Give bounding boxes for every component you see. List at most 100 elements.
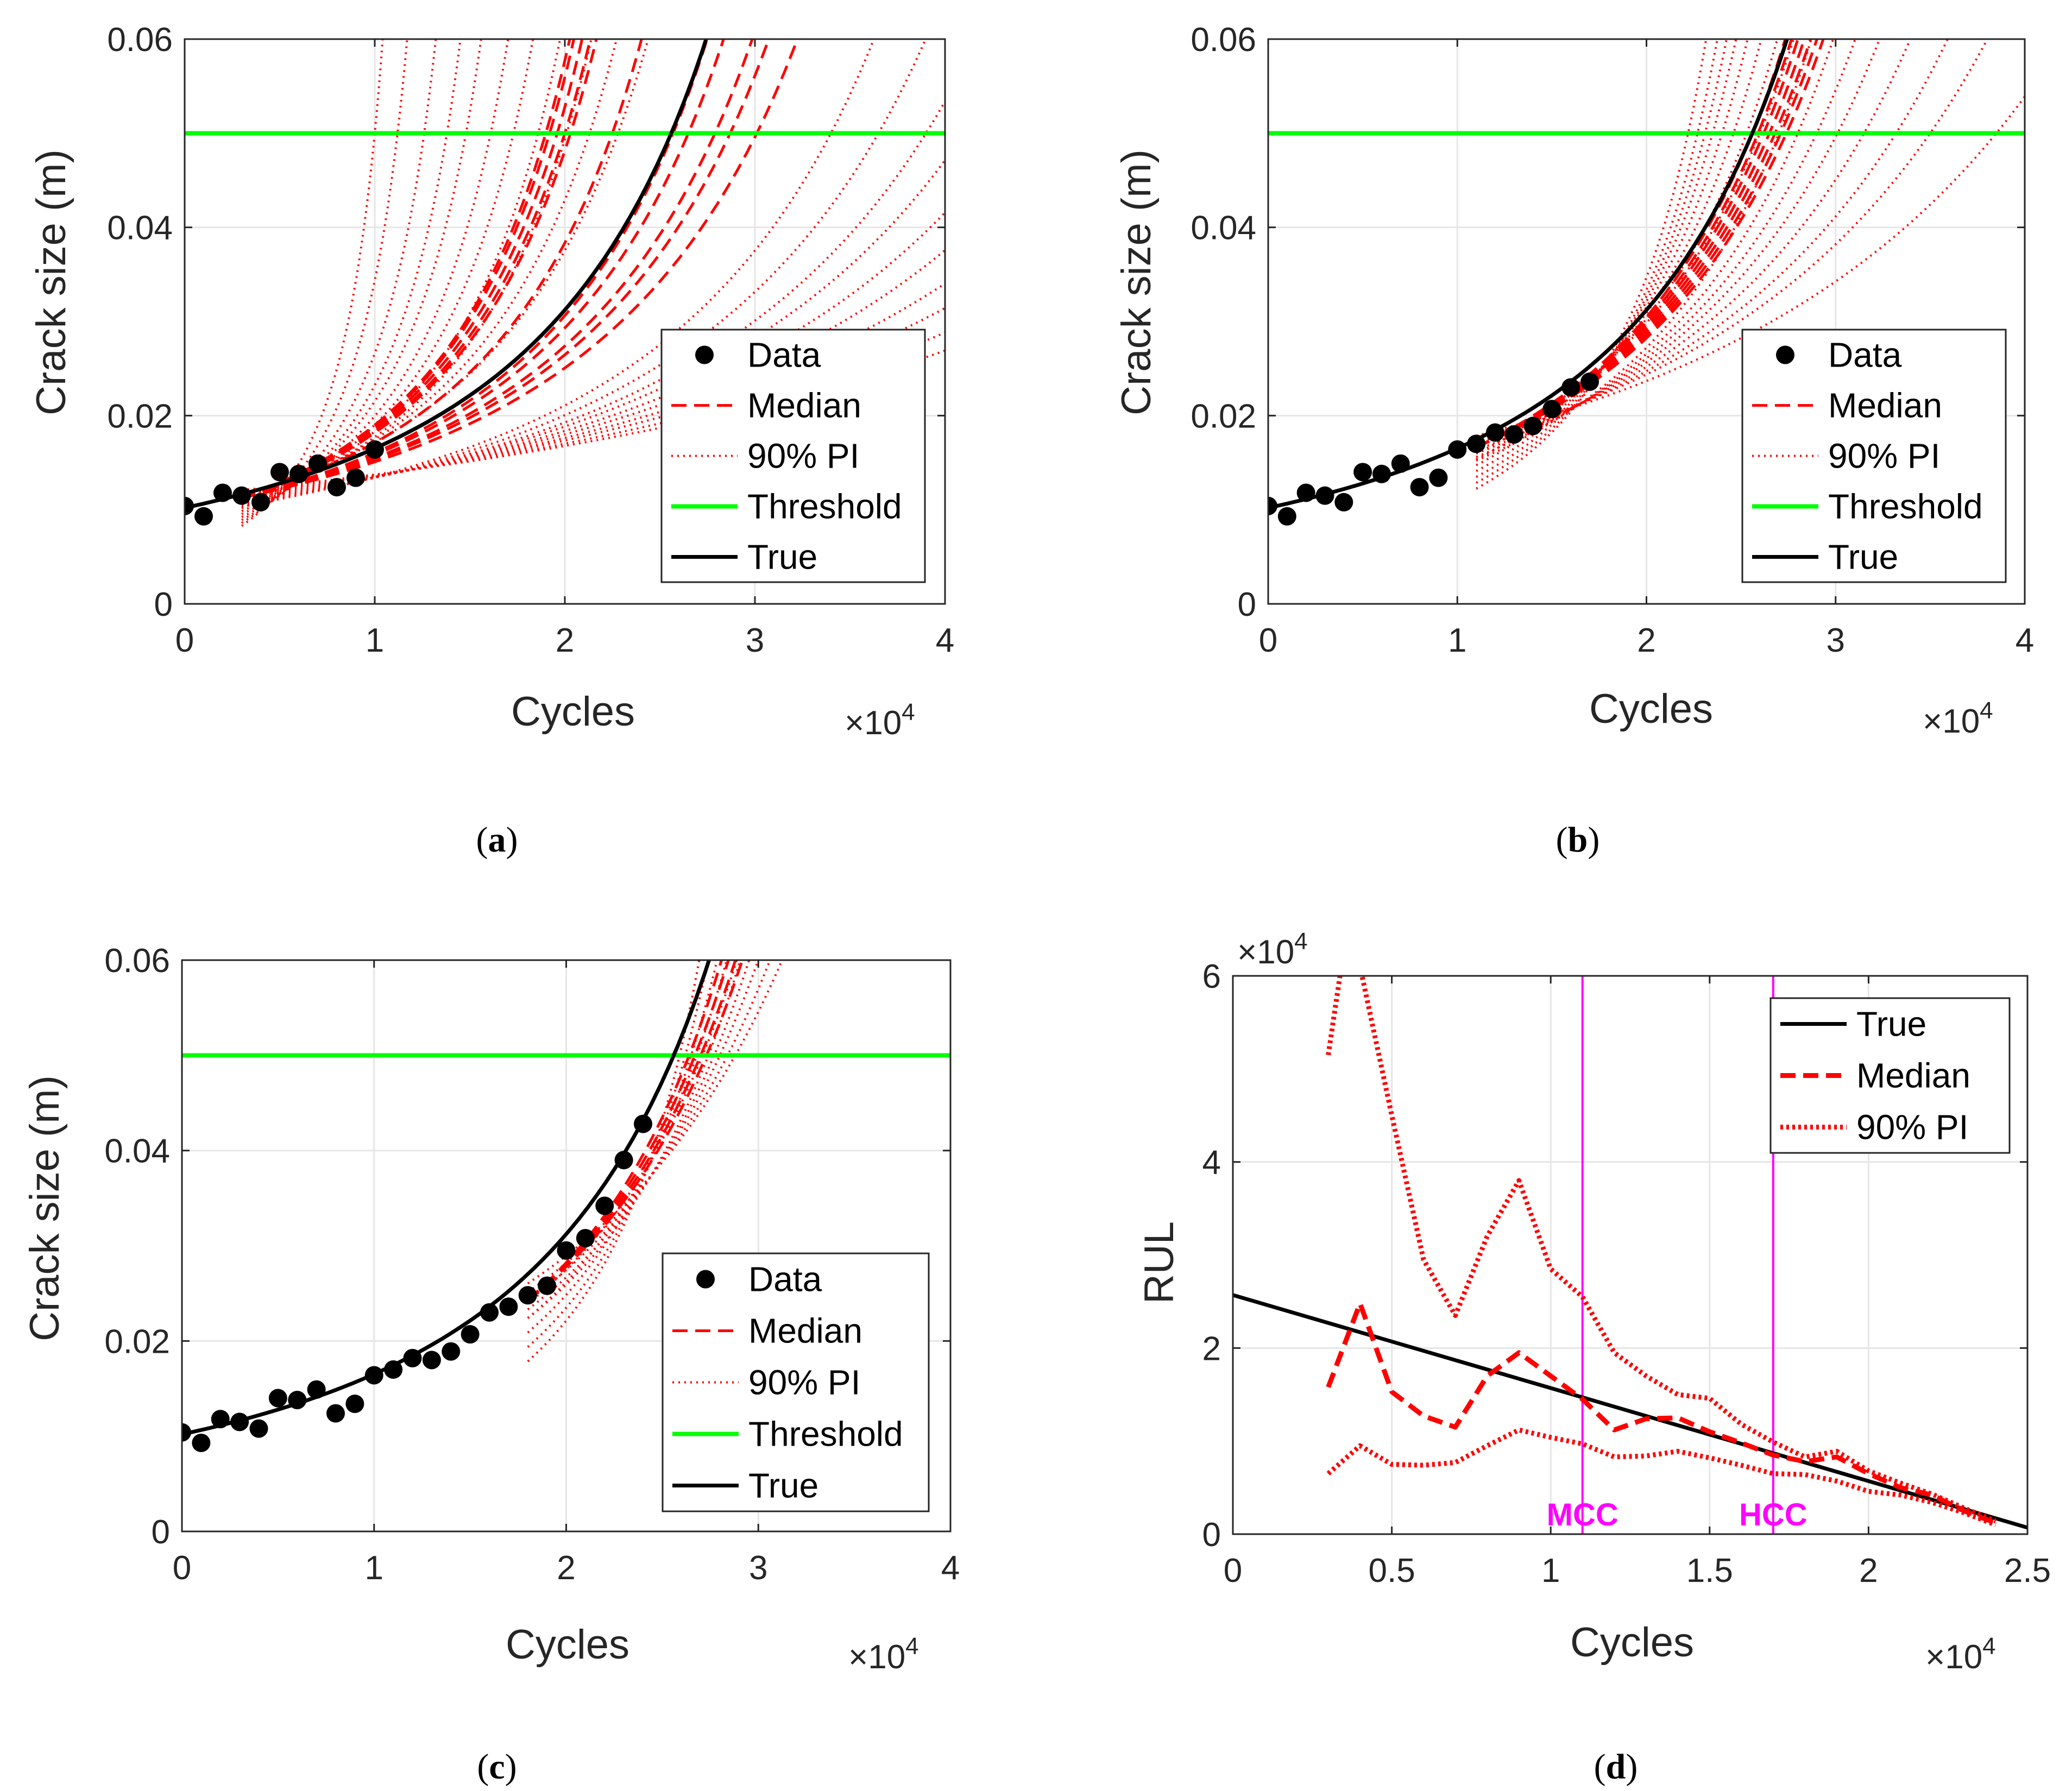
legend-label-90-pi: 90% PI — [1828, 437, 1940, 476]
panel-a-ticks: 0 1 2 3 4 0 0.02 0.04 0.06 — [107, 21, 954, 659]
data-point-19 — [538, 1276, 557, 1295]
panel-d-ticks: 0 0.5 1 1.5 2 2.5 0 2 4 6 — [1202, 958, 2051, 1590]
legend-label-true: True — [747, 538, 817, 577]
panel-d: 0 0.5 1 1.5 2 2.5 0 2 4 6 Cycles RUL ×104 ×104 Tr… — [1136, 928, 2051, 1787]
data-point-3 — [232, 486, 251, 505]
median-curve-6 — [241, 39, 709, 500]
legend-key-data — [1776, 345, 1794, 364]
pi-curve-3 — [527, 960, 728, 1319]
legend-label-median: Median — [748, 1311, 862, 1351]
panel-a-x-axis-label: Cycles — [511, 689, 635, 735]
pi-curve-3 — [241, 39, 462, 518]
x-tick-label: 4 — [936, 622, 954, 659]
median-curve-2 — [241, 39, 584, 500]
data-point-13 — [422, 1351, 441, 1370]
y-tick-label: 0 — [154, 586, 173, 623]
data-point-2 — [213, 483, 232, 502]
y-tick-label: 0.06 — [107, 21, 173, 59]
data-point-6 — [289, 464, 308, 483]
y-tick-label: 6 — [1202, 958, 1221, 995]
legend-label-data: Data — [747, 336, 821, 375]
median-curve-1 — [241, 39, 576, 500]
data-point-1 — [194, 507, 213, 526]
series-true — [1233, 1293, 2027, 1530]
panel-d-x-exponent: ×104 — [1925, 1633, 1996, 1676]
y-tick-label: 0.06 — [1191, 21, 1256, 59]
legend-label-threshold: Threshold — [747, 487, 902, 526]
data-point-6 — [1372, 464, 1391, 483]
panel-d-y-axis-label: RUL — [1136, 1221, 1182, 1304]
x-tick-label: 2 — [556, 622, 574, 659]
y-tick-label: 0.04 — [104, 1133, 170, 1170]
legend-label-median: Median — [747, 386, 861, 425]
pi-curve-13 — [1476, 39, 1949, 444]
y-tick-label: 0.02 — [107, 398, 173, 435]
data-point-7 — [307, 1380, 326, 1399]
x-tick-label: 3 — [1827, 622, 1845, 659]
true-curve — [185, 39, 708, 510]
x-tick-label: 3 — [746, 622, 764, 659]
data-point-0 — [182, 1423, 191, 1442]
data-point-5 — [270, 463, 289, 482]
panel-b-y-axis-label: Crack size (m) — [1113, 149, 1160, 415]
panel-b-x-exponent: ×104 — [1923, 697, 1993, 740]
legend-box — [662, 1252, 930, 1512]
legend-box — [1741, 329, 2007, 583]
y-tick-label: 0.02 — [104, 1323, 170, 1360]
data-point-1 — [192, 1433, 211, 1452]
x-tick-label: 4 — [941, 1549, 960, 1587]
median-curve-3 — [527, 960, 744, 1301]
data-point-0 — [185, 496, 194, 515]
y-tick-label: 2 — [1202, 1330, 1221, 1367]
data-point-10 — [1448, 440, 1467, 459]
pi-curve-14 — [1476, 39, 1989, 441]
pi-curve-4 — [1476, 39, 1749, 466]
x-tick-label: 2 — [557, 1549, 575, 1587]
data-point-7 — [308, 454, 327, 473]
x-tick-label: 0 — [1259, 622, 1277, 659]
data-point-2 — [211, 1410, 230, 1429]
pi-curve-5 — [1476, 39, 1763, 461]
data-point-12 — [403, 1348, 422, 1367]
data-point-20 — [557, 1241, 576, 1260]
series-median — [1326, 1301, 1997, 1525]
true-curve — [182, 960, 711, 1436]
x-tick-label: 1 — [1541, 1552, 1560, 1590]
legend-label-data: Data — [748, 1260, 822, 1299]
data-point-1 — [1277, 507, 1296, 526]
y-tick-label: 0 — [1202, 1516, 1221, 1554]
legend-key-data — [696, 1270, 715, 1289]
data-point-17 — [499, 1297, 518, 1316]
y-tick-label: 0.04 — [1191, 210, 1256, 247]
pi-curve-7 — [1476, 39, 1795, 449]
pi-curve-1 — [527, 960, 709, 1348]
data-point-9 — [1429, 468, 1448, 487]
legend-label-true: True — [748, 1466, 818, 1505]
panel-c-y-axis-label: Crack size (m) — [22, 1075, 68, 1341]
y-tick-label: 0 — [152, 1513, 170, 1551]
x-tick-label: 0 — [173, 1549, 191, 1587]
pi-curve-6 — [1476, 39, 1779, 455]
data-point-4 — [251, 493, 270, 512]
panel-b-caption: (b) — [1556, 820, 1600, 860]
x-tick-label: 1 — [365, 1549, 383, 1587]
median-curve-3 — [1476, 39, 1806, 449]
x-tick-label: 0 — [175, 622, 194, 659]
data-point-18 — [518, 1286, 537, 1305]
median-curve-0 — [241, 39, 571, 500]
panel-b-legend: Data Median 90% PI Threshold True — [1741, 329, 2007, 583]
y-tick-label: 0.04 — [107, 210, 173, 247]
x-tick-label: 0 — [1224, 1552, 1242, 1590]
data-point-8 — [328, 478, 346, 497]
data-point-3 — [1315, 486, 1334, 505]
legend-box — [660, 329, 926, 583]
data-point-15 — [461, 1325, 480, 1344]
panel-b-x-axis-label: Cycles — [1589, 686, 1713, 732]
median-curve-4 — [1476, 39, 1812, 449]
data-point-16 — [1561, 378, 1580, 397]
panel-a-x-exponent: ×104 — [845, 699, 915, 742]
legend-label-median: Median — [1856, 1056, 1970, 1095]
legend-label-threshold: Threshold — [748, 1415, 903, 1454]
panel-b-ticks: 0 1 2 3 4 0 0.02 0.04 0.06 — [1191, 21, 2034, 659]
